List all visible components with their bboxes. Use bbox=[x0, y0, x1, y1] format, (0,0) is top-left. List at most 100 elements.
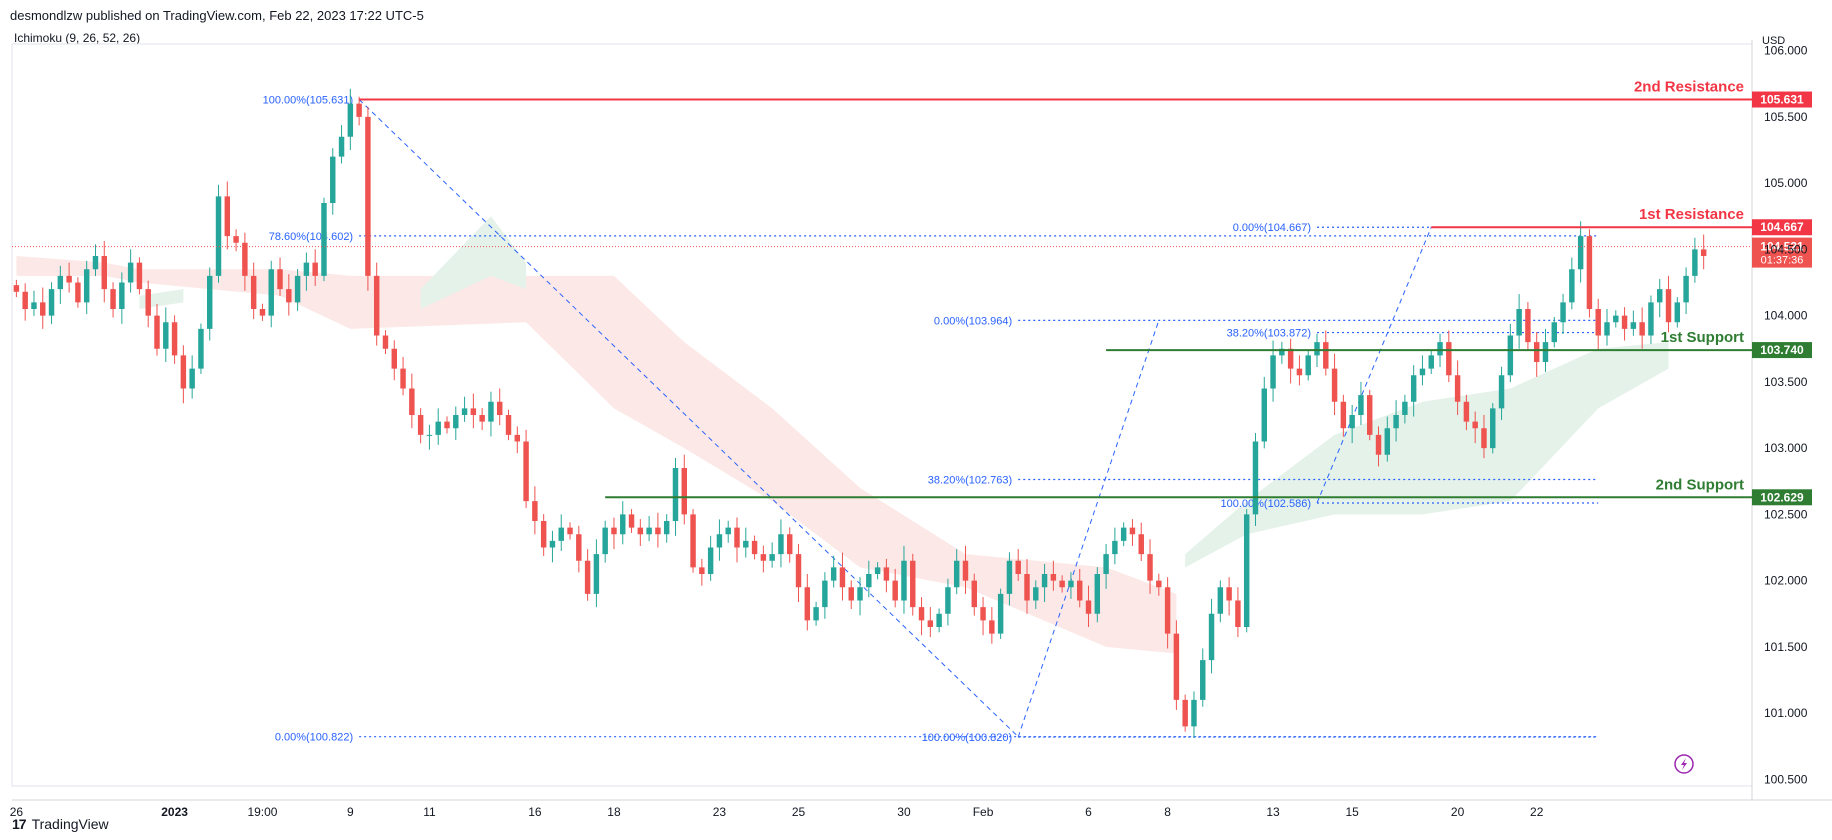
candle-body[interactable] bbox=[1235, 600, 1241, 628]
candle-body[interactable] bbox=[1323, 342, 1329, 369]
candle-body[interactable] bbox=[1287, 348, 1294, 369]
candle-body[interactable] bbox=[620, 514, 626, 535]
candle-body[interactable] bbox=[250, 275, 257, 309]
candle-body[interactable] bbox=[971, 580, 977, 608]
candle-body[interactable] bbox=[1446, 342, 1452, 376]
candle-body[interactable] bbox=[22, 291, 28, 309]
candle-body[interactable] bbox=[1674, 302, 1681, 323]
candle-body[interactable] bbox=[426, 434, 433, 436]
candle-body[interactable] bbox=[1059, 580, 1065, 588]
candle-body[interactable] bbox=[189, 368, 195, 389]
candle-body[interactable] bbox=[549, 540, 556, 548]
candle-body[interactable] bbox=[1217, 587, 1224, 614]
candle-body[interactable] bbox=[444, 421, 450, 429]
candle-body[interactable] bbox=[523, 441, 529, 502]
candle-body[interactable] bbox=[699, 567, 705, 574]
candle-body[interactable] bbox=[1498, 375, 1505, 409]
candle-body[interactable] bbox=[470, 408, 477, 415]
candle-body[interactable] bbox=[119, 282, 125, 310]
candle-body[interactable] bbox=[31, 302, 37, 309]
candle-body[interactable] bbox=[953, 560, 960, 588]
candle-body[interactable] bbox=[1349, 415, 1355, 429]
candle-body[interactable] bbox=[13, 285, 20, 292]
candle-body[interactable] bbox=[1015, 560, 1021, 574]
candle-body[interactable] bbox=[1621, 315, 1628, 329]
candle-body[interactable] bbox=[294, 275, 301, 303]
candle-body[interactable] bbox=[242, 242, 248, 276]
candle-body[interactable] bbox=[927, 620, 934, 627]
candle-body[interactable] bbox=[259, 309, 266, 316]
candle-body[interactable] bbox=[286, 289, 292, 303]
candle-body[interactable] bbox=[330, 156, 336, 203]
candle-body[interactable] bbox=[1296, 368, 1303, 376]
candle-body[interactable] bbox=[734, 527, 740, 548]
candle-body[interactable] bbox=[1182, 699, 1188, 727]
candle-body[interactable] bbox=[488, 401, 494, 422]
candle-body[interactable] bbox=[338, 136, 345, 157]
candle-body[interactable] bbox=[365, 116, 371, 276]
candle-body[interactable] bbox=[180, 355, 187, 389]
candle-body[interactable] bbox=[611, 527, 617, 535]
candle-body[interactable] bbox=[373, 275, 380, 336]
candle-body[interactable] bbox=[1112, 540, 1118, 555]
candle-body[interactable] bbox=[1481, 428, 1487, 449]
candle-body[interactable] bbox=[883, 567, 890, 581]
candle-body[interactable] bbox=[1041, 574, 1048, 588]
candle-body[interactable] bbox=[989, 620, 995, 634]
candle-body[interactable] bbox=[672, 468, 679, 521]
candle-body[interactable] bbox=[839, 567, 846, 588]
candle-body[interactable] bbox=[1657, 289, 1663, 303]
candle-body[interactable] bbox=[1191, 699, 1197, 727]
candle-body[interactable] bbox=[347, 103, 354, 137]
candle-body[interactable] bbox=[1419, 368, 1426, 376]
candle-body[interactable] bbox=[1525, 309, 1531, 343]
candle-body[interactable] bbox=[1490, 408, 1496, 449]
candle-body[interactable] bbox=[760, 554, 767, 561]
candle-body[interactable] bbox=[716, 534, 723, 548]
candle-body[interactable] bbox=[127, 262, 134, 283]
candle-body[interactable] bbox=[743, 540, 749, 548]
candle-body[interactable] bbox=[1613, 315, 1619, 323]
candle-body[interactable] bbox=[1314, 342, 1320, 356]
candle-body[interactable] bbox=[391, 348, 397, 369]
candle-body[interactable] bbox=[1173, 633, 1180, 700]
candle-body[interactable] bbox=[1463, 401, 1470, 422]
candle-body[interactable] bbox=[795, 554, 802, 588]
candle-body[interactable] bbox=[936, 613, 942, 627]
candle-body[interactable] bbox=[1375, 434, 1382, 455]
candle-body[interactable] bbox=[1665, 289, 1672, 323]
candle-body[interactable] bbox=[1384, 428, 1391, 455]
candle-body[interactable] bbox=[813, 607, 819, 621]
candle-body[interactable] bbox=[75, 282, 81, 303]
candle-body[interactable] bbox=[1305, 355, 1311, 376]
candle-body[interactable] bbox=[1410, 375, 1417, 402]
candle-body[interactable] bbox=[857, 587, 863, 601]
candle-body[interactable] bbox=[751, 540, 758, 555]
candle-body[interactable] bbox=[1393, 415, 1399, 429]
candle-body[interactable] bbox=[918, 607, 925, 621]
candle-body[interactable] bbox=[224, 196, 231, 237]
candle-body[interactable] bbox=[945, 587, 951, 614]
candle-body[interactable] bbox=[1050, 574, 1057, 581]
candle-body[interactable] bbox=[479, 415, 485, 422]
candle-body[interactable] bbox=[892, 580, 898, 601]
candle-body[interactable] bbox=[778, 534, 784, 555]
candle-body[interactable] bbox=[663, 521, 670, 535]
candle-body[interactable] bbox=[215, 196, 222, 276]
candle-body[interactable] bbox=[655, 527, 661, 535]
candle-body[interactable] bbox=[400, 368, 406, 389]
candle-body[interactable] bbox=[1068, 580, 1074, 588]
candle-body[interactable] bbox=[1164, 587, 1171, 634]
candle-body[interactable] bbox=[461, 408, 468, 415]
candle-body[interactable] bbox=[92, 256, 99, 270]
candle-body[interactable] bbox=[830, 567, 837, 581]
candle-body[interactable] bbox=[1507, 335, 1514, 376]
candle-body[interactable] bbox=[1024, 574, 1030, 601]
alert-lightning-icon[interactable] bbox=[1674, 754, 1694, 774]
candle-body[interactable] bbox=[576, 534, 582, 561]
candle-body[interactable] bbox=[787, 534, 793, 555]
candle-body[interactable] bbox=[505, 415, 512, 435]
candle-body[interactable] bbox=[558, 527, 564, 541]
candle-body[interactable] bbox=[1252, 441, 1259, 515]
